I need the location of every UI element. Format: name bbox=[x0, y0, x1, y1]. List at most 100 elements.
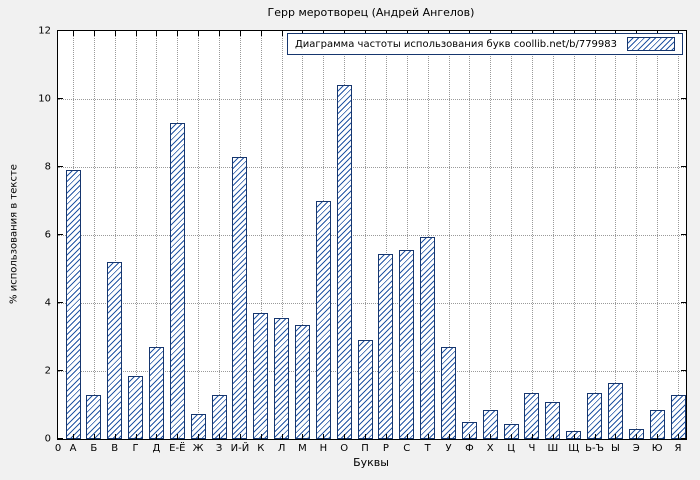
y-tick-mark bbox=[58, 234, 63, 235]
v-gridline bbox=[511, 31, 513, 439]
bar bbox=[399, 250, 415, 439]
y-tick-label: 0 bbox=[44, 433, 51, 445]
bar bbox=[148, 347, 164, 439]
bar bbox=[65, 170, 81, 439]
y-tick-mark bbox=[58, 166, 63, 167]
x-tick-label: Г bbox=[132, 443, 139, 454]
x-tick-mark bbox=[281, 31, 283, 36]
x-tick-mark bbox=[239, 434, 241, 439]
y-tick-mark bbox=[58, 98, 63, 99]
y-tick-mark bbox=[681, 370, 686, 371]
v-gridline bbox=[281, 31, 283, 439]
x-tick-mark bbox=[156, 434, 158, 439]
x-tick-mark bbox=[365, 434, 367, 439]
y-tick-label: 12 bbox=[38, 25, 51, 37]
x-tick-mark bbox=[406, 434, 408, 439]
x-tick-label: Д bbox=[152, 443, 161, 454]
x-tick-mark bbox=[156, 31, 158, 36]
x-tick-label: У bbox=[445, 443, 452, 454]
x-tick-mark bbox=[678, 434, 679, 439]
x-tick-label: Ш bbox=[547, 443, 559, 454]
x-tick-label: Я bbox=[674, 443, 682, 454]
x-tick-label: К bbox=[257, 443, 265, 454]
y-tick-label: 10 bbox=[38, 93, 51, 105]
bar bbox=[107, 262, 123, 439]
x-tick-label: Ц bbox=[507, 443, 515, 454]
x-tick-mark bbox=[135, 434, 137, 439]
v-gridline bbox=[615, 31, 617, 439]
bar bbox=[503, 423, 519, 439]
x-tick-mark bbox=[198, 434, 200, 439]
x-tick-label: Е-Ё bbox=[169, 443, 186, 454]
bar bbox=[315, 201, 331, 439]
bar bbox=[607, 382, 623, 439]
bar bbox=[649, 410, 665, 439]
y-tick-mark bbox=[681, 234, 686, 235]
x-tick-mark bbox=[177, 31, 179, 36]
v-gridline bbox=[678, 31, 679, 439]
v-gridline bbox=[490, 31, 492, 439]
x-tick-label: М bbox=[298, 443, 307, 454]
v-gridline bbox=[657, 31, 659, 439]
x-origin-label: 0 bbox=[54, 443, 62, 454]
x-tick-mark bbox=[427, 434, 429, 439]
x-tick-mark bbox=[615, 434, 617, 439]
x-tick-label: Ю bbox=[651, 443, 663, 454]
x-tick-mark bbox=[281, 434, 283, 439]
bar bbox=[587, 393, 603, 439]
bar bbox=[670, 394, 686, 439]
bar bbox=[524, 393, 540, 439]
x-tick-mark bbox=[385, 434, 387, 439]
bar bbox=[274, 318, 290, 439]
x-tick-label: Щ bbox=[568, 443, 580, 454]
x-tick-mark bbox=[260, 434, 262, 439]
y-tick-mark bbox=[681, 166, 686, 167]
y-tick-mark bbox=[58, 302, 63, 303]
plot-area: 0 2 4 6 8 10 12 0 А Б В Г Д Е-Ё Ж З И-Й К Л М Н О П Р С Т У Ф Х Ц Ч Ш Щ Ь… bbox=[38, 26, 687, 454]
v-gridline bbox=[552, 31, 554, 439]
v-gridline bbox=[594, 31, 596, 439]
h-gridline bbox=[58, 235, 686, 236]
y-tick-mark bbox=[681, 30, 686, 31]
bar bbox=[482, 410, 498, 439]
v-gridline bbox=[385, 31, 387, 439]
x-tick-mark bbox=[73, 434, 74, 439]
x-tick-label: И-Й bbox=[230, 443, 250, 454]
x-tick-label: Ы bbox=[610, 443, 620, 454]
bar bbox=[169, 122, 185, 439]
legend-swatch bbox=[627, 37, 675, 51]
v-gridline bbox=[260, 31, 262, 439]
v-gridline bbox=[427, 31, 429, 439]
x-tick-mark bbox=[531, 434, 533, 439]
x-tick-label: З bbox=[215, 443, 223, 454]
x-tick-mark bbox=[594, 434, 596, 439]
x-tick-label: В bbox=[111, 443, 119, 454]
v-gridline bbox=[198, 31, 200, 439]
x-tick-mark bbox=[239, 31, 241, 36]
x-tick-label: Х bbox=[486, 443, 494, 454]
bar bbox=[128, 376, 144, 439]
v-gridline bbox=[636, 31, 638, 439]
x-tick-mark bbox=[73, 31, 74, 36]
y-tick-mark bbox=[681, 438, 686, 439]
h-gridline bbox=[58, 303, 686, 304]
bar bbox=[86, 394, 102, 439]
x-tick-mark bbox=[93, 434, 95, 439]
x-tick-label: Ж bbox=[192, 443, 204, 454]
x-tick-mark bbox=[323, 434, 325, 439]
legend: Диаграмма частоты использования букв coo… bbox=[286, 33, 683, 55]
bar bbox=[441, 347, 457, 439]
x-tick-label: Л bbox=[277, 443, 286, 454]
x-tick-label: П bbox=[361, 443, 369, 454]
y-tick-label: 2 bbox=[44, 365, 51, 377]
y-tick-mark bbox=[58, 438, 63, 439]
x-tick-mark bbox=[219, 31, 221, 36]
x-tick-mark bbox=[344, 434, 346, 439]
y-tick-mark bbox=[681, 302, 686, 303]
x-tick-mark bbox=[302, 434, 304, 439]
v-gridline bbox=[93, 31, 95, 439]
x-tick-mark bbox=[573, 434, 575, 439]
v-gridline bbox=[448, 31, 450, 439]
x-tick-mark bbox=[135, 31, 137, 36]
